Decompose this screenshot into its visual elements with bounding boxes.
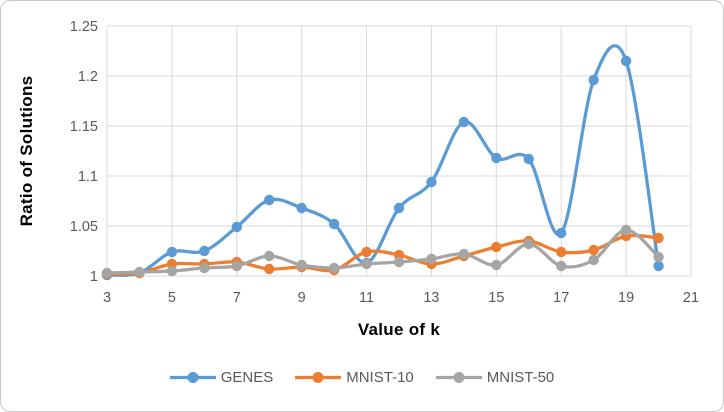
data-point-MNIST-50 [231,260,242,272]
data-point-MNIST-10 [361,246,372,258]
data-point-MNIST-50 [588,254,599,266]
data-point-GENES [556,227,567,239]
data-point-MNIST-50 [361,258,372,270]
x-tick-label: 17 [553,290,569,306]
data-point-GENES [199,245,210,257]
data-point-MNIST-50 [653,251,664,263]
legend: GENES MNIST-10 MNIST-50 [1,369,723,386]
data-point-MNIST-50 [328,262,340,274]
data-point-MNIST-50 [491,259,502,271]
data-point-GENES [166,246,178,258]
data-point-GENES [523,153,534,165]
data-point-MNIST-50 [393,256,405,268]
data-point-GENES [393,202,405,214]
x-tick-label: 11 [359,290,374,306]
legend-item-mnist-10: MNIST-10 [295,369,414,386]
x-tick-label: 15 [488,290,504,306]
data-point-GENES [328,218,340,230]
y-tick-label: 1.25 [70,19,98,35]
data-point-MNIST-50 [166,265,178,277]
y-tick-label: 1.2 [78,69,98,85]
data-point-MNIST-10 [491,241,502,253]
data-point-GENES [231,221,242,233]
legend-label-mnist-10: MNIST-10 [346,369,414,386]
data-point-GENES [458,116,470,128]
data-point-MNIST-50 [620,224,632,236]
data-point-GENES [620,55,632,67]
data-point-MNIST-50 [458,248,470,260]
x-tick-label: 21 [683,290,699,306]
data-point-MNIST-50 [199,262,210,274]
data-point-GENES [264,194,275,206]
x-tick-label: 19 [618,290,634,306]
legend-label-genes: GENES [220,369,274,386]
legend-line-marker-icon [169,372,216,383]
data-point-GENES [426,176,437,188]
data-point-MNIST-50 [523,238,534,250]
legend-line-marker-icon [295,372,342,383]
y-tick-label: 1.1 [78,169,98,185]
legend-item-genes: GENES [169,369,274,386]
data-point-MNIST-50 [134,266,145,278]
data-point-GENES [653,260,664,272]
y-axis-title: Ratio of Solutions [17,75,36,227]
y-tick-label: 1 [90,269,98,285]
x-axis-title: Value of k [357,320,441,339]
legend-item-mnist-50: MNIST-50 [435,369,555,386]
data-point-MNIST-10 [556,246,567,258]
legend-label-mnist-50: MNIST-50 [486,369,555,386]
x-tick-label: 5 [168,290,176,306]
data-point-MNIST-50 [426,253,437,265]
x-tick-label: 9 [298,290,306,306]
data-point-GENES [296,202,307,214]
data-point-MNIST-10 [264,263,275,275]
x-tick-label: 7 [233,290,241,306]
data-point-GENES [588,74,599,86]
x-tick-label: 13 [423,290,439,306]
data-point-MNIST-10 [588,244,599,256]
y-tick-label: 1.05 [70,219,98,235]
legend-line-marker-icon [435,372,482,383]
data-point-MNIST-50 [296,259,307,271]
x-tick-label: 3 [103,290,111,306]
y-tick-label: 1.15 [70,119,98,135]
data-point-MNIST-50 [101,267,113,279]
series-line-GENES [105,44,661,277]
data-point-MNIST-50 [556,260,567,272]
data-point-MNIST-50 [264,250,275,262]
data-point-GENES [491,152,502,164]
data-point-MNIST-10 [653,232,664,244]
